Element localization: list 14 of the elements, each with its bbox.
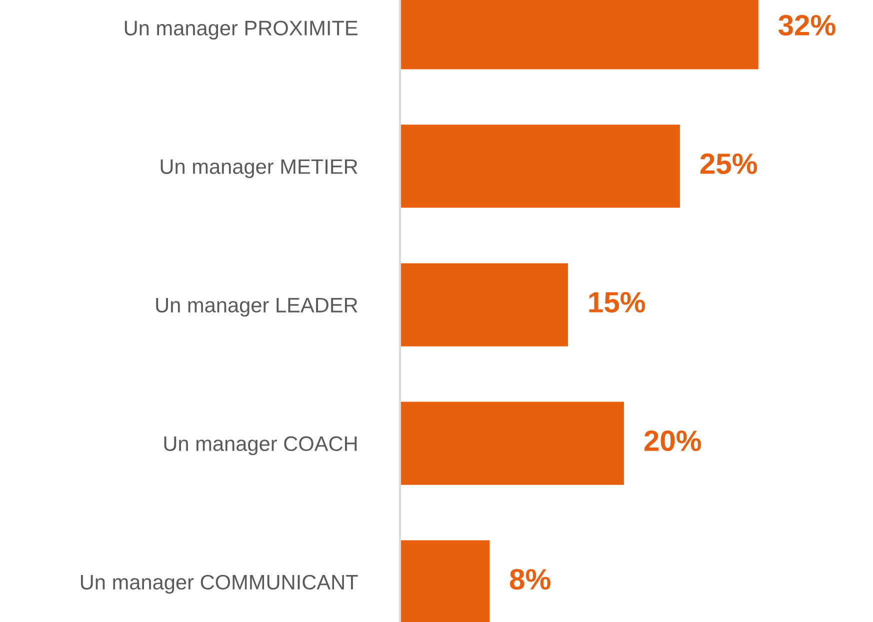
- data-label: 20%: [644, 430, 702, 452]
- bar: [400, 402, 624, 485]
- data-label: 32%: [778, 14, 836, 36]
- y-tick-label: Un manager PROXIMITE: [124, 20, 358, 40]
- bar: [400, 540, 490, 622]
- data-label: 15%: [589, 292, 646, 313]
- bar: [400, 124, 680, 208]
- data-label: 8%: [510, 569, 550, 590]
- y-tick-label: Un manager LEADER: [156, 298, 358, 317]
- y-tick-label: Un manager COMMUNICANT: [80, 574, 358, 594]
- y-tick-label: Un manager COACH: [164, 436, 357, 456]
- data-label: 25%: [700, 153, 757, 174]
- bar: [400, 263, 568, 346]
- y-tick-label: Un manager METIER: [160, 159, 358, 178]
